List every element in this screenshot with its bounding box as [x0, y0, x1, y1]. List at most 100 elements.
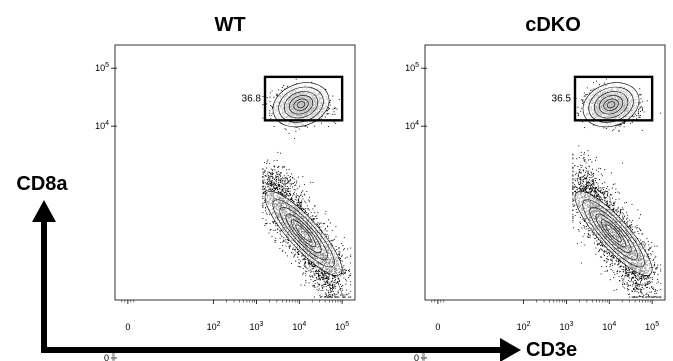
event-dot	[278, 171, 280, 173]
event-dot	[272, 183, 274, 185]
event-dot	[332, 239, 334, 241]
event-dot	[273, 96, 275, 98]
event-dot	[269, 101, 271, 103]
event-dot	[320, 285, 323, 287]
event-dot	[317, 274, 320, 276]
event-dot	[300, 195, 302, 197]
event-dot	[262, 176, 264, 178]
event-dot	[326, 296, 328, 298]
event-dot	[266, 173, 268, 175]
event-dot	[275, 187, 277, 189]
event-dot	[288, 245, 290, 247]
event-dot	[271, 176, 273, 178]
event-dot	[305, 282, 307, 284]
event-dot	[292, 248, 294, 250]
event-dot	[338, 253, 340, 255]
event-dot	[342, 273, 344, 275]
event-dot	[289, 190, 291, 192]
event-dot	[302, 198, 304, 200]
event-dot	[314, 273, 316, 275]
event-dot	[267, 171, 269, 173]
event-dot	[341, 254, 343, 256]
event-dot	[274, 169, 276, 171]
event-dot	[294, 198, 296, 201]
event-dot	[272, 172, 274, 174]
event-dot	[299, 205, 302, 207]
event-dot	[337, 281, 339, 284]
event-dot	[294, 255, 296, 257]
event-dot	[264, 169, 266, 171]
event-dot	[333, 275, 335, 277]
event-dot	[299, 204, 301, 206]
event-dot	[283, 178, 285, 180]
event-dot	[275, 184, 277, 186]
event-dot	[329, 104, 331, 106]
event-dot	[284, 252, 286, 254]
event-dot	[304, 272, 306, 274]
event-dot	[263, 161, 266, 164]
event-dot	[605, 78, 608, 80]
event-dot	[324, 292, 326, 294]
event-dot	[297, 176, 299, 178]
event-dot	[339, 283, 342, 285]
event-dot	[307, 262, 309, 264]
event-dot	[336, 108, 338, 110]
event-dot	[330, 296, 332, 298]
event-dot	[344, 296, 346, 298]
event-dot	[269, 96, 271, 98]
event-dot	[262, 192, 264, 195]
event-dot	[262, 117, 264, 119]
event-dot	[292, 182, 294, 185]
event-dot	[321, 276, 324, 278]
event-dot	[271, 106, 273, 108]
event-dot	[339, 288, 341, 290]
event-dot	[310, 276, 312, 278]
y-tick-label: 0	[104, 353, 109, 361]
event-dot	[299, 260, 301, 262]
event-dot	[336, 249, 338, 251]
event-dot	[265, 167, 268, 169]
event-dot	[342, 245, 344, 247]
event-dot	[304, 258, 306, 260]
event-dot	[311, 262, 313, 265]
event-dot	[285, 190, 287, 192]
event-dot	[319, 278, 321, 280]
event-dot	[343, 264, 345, 266]
event-dot	[304, 261, 307, 263]
event-dot	[262, 172, 264, 174]
event-dot	[349, 296, 351, 298]
event-dot	[278, 177, 280, 179]
event-dot	[265, 191, 267, 193]
event-dot	[277, 183, 279, 185]
event-dot	[283, 175, 285, 177]
event-dot	[308, 262, 311, 264]
event-dot	[298, 253, 300, 255]
event-dot	[296, 202, 298, 204]
event-dot	[326, 295, 328, 297]
event-dot	[276, 187, 279, 189]
event-dot	[328, 292, 330, 294]
event-dot	[269, 110, 271, 112]
event-dot	[346, 294, 348, 296]
event-dot	[267, 178, 270, 180]
event-dot	[328, 296, 331, 298]
event-dot	[296, 252, 298, 254]
event-dot	[335, 236, 337, 238]
event-dot	[329, 286, 331, 288]
event-dot	[323, 286, 325, 288]
event-dot	[272, 222, 274, 224]
event-dot	[306, 208, 308, 210]
event-dot	[295, 195, 297, 197]
event-dot	[265, 175, 267, 177]
event-dot	[329, 291, 331, 294]
event-dot	[312, 215, 314, 217]
event-dot	[298, 128, 300, 130]
event-dot	[615, 127, 617, 129]
event-dot	[297, 265, 299, 267]
event-dot	[278, 173, 280, 175]
event-dot	[327, 108, 329, 110]
event-dot	[316, 278, 318, 280]
event-dot	[295, 130, 297, 132]
event-dot	[345, 280, 347, 282]
event-dot	[293, 249, 295, 251]
